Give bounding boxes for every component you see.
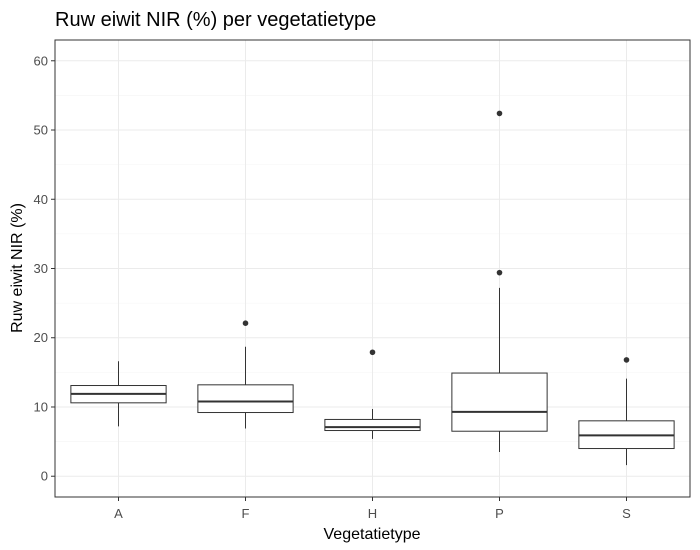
x-tick-label: H — [368, 506, 377, 521]
y-axis: 0 10 20 30 40 50 60 — [34, 53, 55, 484]
box-P — [451, 287, 548, 452]
outlier-point — [496, 269, 503, 276]
y-tick-label: 0 — [41, 469, 48, 484]
x-axis-title: Vegetatietype — [324, 526, 421, 543]
outlier-point — [242, 320, 249, 327]
x-tick-label: S — [622, 506, 631, 521]
box-iqr — [324, 418, 421, 432]
boxes-layer — [70, 287, 675, 466]
y-tick-label: 60 — [34, 53, 48, 68]
y-tick-label: 20 — [34, 330, 48, 345]
y-tick-label: 10 — [34, 399, 48, 414]
y-tick-label: 50 — [34, 123, 48, 138]
x-tick-label: F — [242, 506, 250, 521]
box-A — [70, 361, 167, 427]
outlier-point — [369, 349, 376, 356]
box-H — [324, 409, 421, 439]
y-axis-title: Ruw eiwit NIR (%) — [9, 203, 26, 333]
y-tick-label: 30 — [34, 261, 48, 276]
x-tick-label: A — [114, 506, 123, 521]
chart-title: Ruw eiwit NIR (%) per vegetatietype — [55, 9, 376, 31]
outliers-layer — [242, 110, 630, 363]
x-tick-label: P — [495, 506, 504, 521]
y-tick-label: 40 — [34, 192, 48, 207]
box-iqr — [197, 384, 294, 414]
box-F — [197, 346, 294, 429]
box-iqr — [451, 372, 548, 432]
outlier-point — [496, 110, 503, 117]
box-S — [578, 378, 675, 466]
outlier-point — [623, 357, 630, 363]
